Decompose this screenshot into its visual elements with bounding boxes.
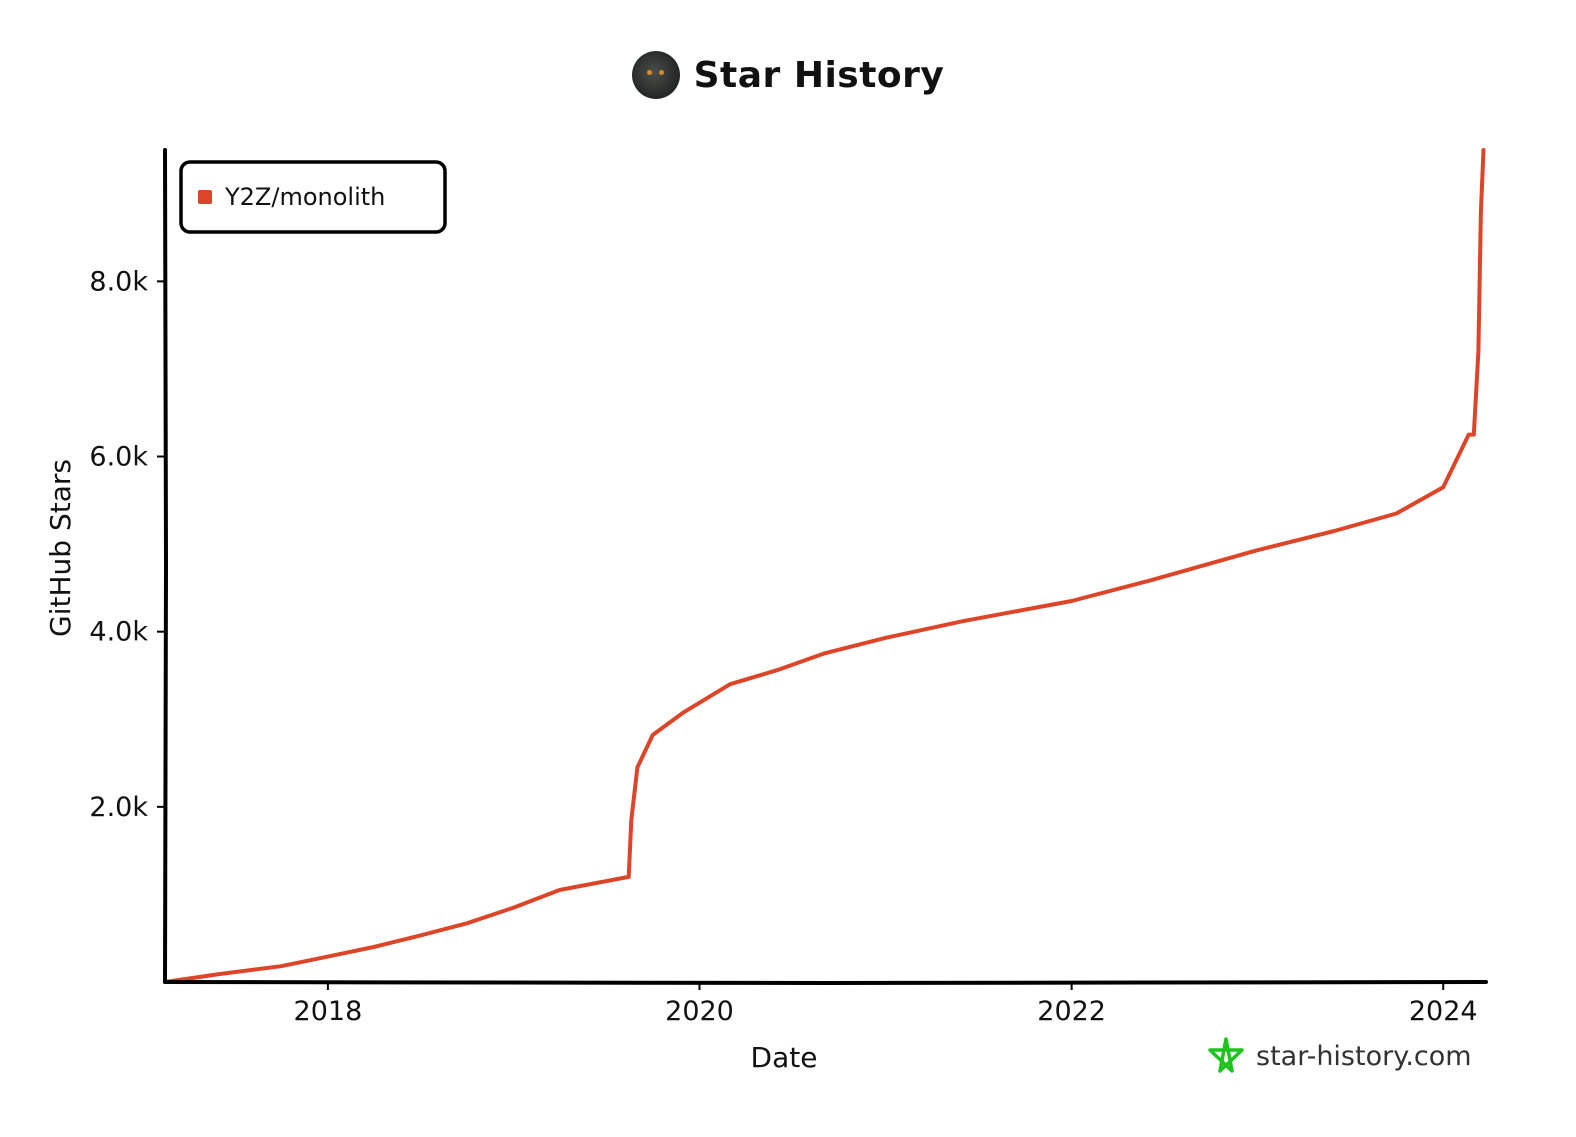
- avatar-eye: [658, 70, 664, 75]
- x-tick-label: 2024: [1409, 996, 1478, 1027]
- legend-swatch: [198, 190, 212, 204]
- y-tick-label: 2.0k: [89, 792, 148, 823]
- chart-title: Star History: [693, 54, 945, 96]
- star-logo-icon: [1208, 1037, 1244, 1073]
- watermark-text: star-history.com: [1256, 1040, 1472, 1072]
- y-axis-title: GitHub Stars: [44, 459, 77, 637]
- y-axis-ticks: 2.0k 4.0k 6.0k 8.0k: [89, 266, 165, 823]
- watermark: star-history.com: [1206, 1036, 1472, 1076]
- y-tick-label: 6.0k: [89, 442, 148, 473]
- legend-box: [179, 160, 447, 234]
- avatar: [631, 51, 680, 99]
- chart-header: Star History: [0, 40, 1576, 110]
- x-tick-label: 2018: [294, 996, 363, 1027]
- series-line-y2z-monolith: [163, 148, 1486, 984]
- avatar-eye: [646, 70, 652, 75]
- x-axis-ticks: 2018 2020 2022 2024: [294, 982, 1478, 1027]
- legend: Y2Z/monolith: [179, 160, 447, 234]
- x-axis-title: Date: [751, 1041, 818, 1074]
- x-axis-line: [163, 980, 1488, 986]
- y-tick-label: 4.0k: [89, 617, 148, 648]
- legend-label: Y2Z/monolith: [224, 183, 385, 211]
- x-tick-label: 2022: [1037, 996, 1106, 1027]
- x-tick-label: 2020: [665, 996, 734, 1027]
- y-axis-line: [163, 148, 169, 984]
- y-tick-label: 8.0k: [89, 266, 148, 297]
